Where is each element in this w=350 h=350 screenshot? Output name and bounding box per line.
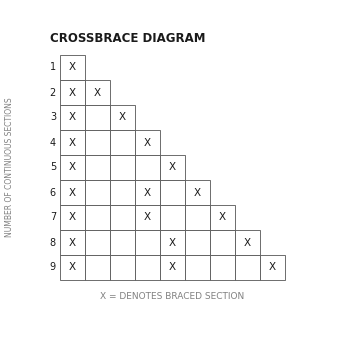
Bar: [110, 180, 135, 205]
Bar: [160, 180, 185, 205]
Bar: [60, 155, 85, 180]
Bar: [210, 230, 235, 255]
Text: 6: 6: [50, 188, 56, 197]
Bar: [185, 205, 210, 230]
Bar: [60, 255, 85, 280]
Bar: [135, 130, 160, 155]
Text: 2: 2: [50, 88, 56, 98]
Bar: [235, 255, 260, 280]
Text: 5: 5: [50, 162, 56, 173]
Text: X: X: [144, 188, 151, 197]
Text: X: X: [69, 138, 76, 147]
Bar: [135, 255, 160, 280]
Bar: [160, 255, 185, 280]
Text: X: X: [169, 238, 176, 247]
Text: X: X: [119, 112, 126, 122]
Bar: [160, 230, 185, 255]
Bar: [85, 205, 110, 230]
Text: X: X: [219, 212, 226, 223]
Text: X: X: [69, 238, 76, 247]
Text: 8: 8: [50, 238, 56, 247]
Bar: [210, 205, 235, 230]
Bar: [60, 105, 85, 130]
Text: X: X: [244, 238, 251, 247]
Bar: [60, 130, 85, 155]
Bar: [60, 55, 85, 80]
Text: X: X: [69, 212, 76, 223]
Bar: [110, 230, 135, 255]
Text: X: X: [69, 112, 76, 122]
Bar: [85, 255, 110, 280]
Bar: [185, 230, 210, 255]
Bar: [110, 255, 135, 280]
Text: 9: 9: [50, 262, 56, 273]
Bar: [60, 205, 85, 230]
Bar: [60, 180, 85, 205]
Bar: [60, 230, 85, 255]
Bar: [110, 155, 135, 180]
Text: X: X: [169, 262, 176, 273]
Text: X = DENOTES BRACED SECTION: X = DENOTES BRACED SECTION: [100, 292, 245, 301]
Bar: [85, 155, 110, 180]
Bar: [85, 105, 110, 130]
Text: X: X: [169, 162, 176, 173]
Text: 7: 7: [50, 212, 56, 223]
Text: X: X: [144, 138, 151, 147]
Text: X: X: [69, 188, 76, 197]
Text: X: X: [69, 63, 76, 72]
Text: 4: 4: [50, 138, 56, 147]
Text: 1: 1: [50, 63, 56, 72]
Bar: [160, 205, 185, 230]
Bar: [260, 255, 285, 280]
Bar: [85, 230, 110, 255]
Bar: [110, 105, 135, 130]
Bar: [235, 230, 260, 255]
Text: 3: 3: [50, 112, 56, 122]
Text: X: X: [69, 88, 76, 98]
Text: X: X: [144, 212, 151, 223]
Bar: [185, 180, 210, 205]
Bar: [110, 130, 135, 155]
Text: X: X: [94, 88, 101, 98]
Bar: [60, 80, 85, 105]
Text: CROSSBRACE DIAGRAM: CROSSBRACE DIAGRAM: [50, 32, 205, 45]
Bar: [185, 255, 210, 280]
Text: NUMBER OF CONTINUOUS SECTIONS: NUMBER OF CONTINUOUS SECTIONS: [6, 98, 14, 237]
Bar: [110, 205, 135, 230]
Bar: [135, 205, 160, 230]
Text: X: X: [69, 262, 76, 273]
Bar: [85, 80, 110, 105]
Bar: [160, 155, 185, 180]
Bar: [210, 255, 235, 280]
Bar: [135, 180, 160, 205]
Text: X: X: [269, 262, 276, 273]
Bar: [85, 180, 110, 205]
Bar: [135, 155, 160, 180]
Text: X: X: [194, 188, 201, 197]
Text: X: X: [69, 162, 76, 173]
Bar: [135, 230, 160, 255]
Bar: [85, 130, 110, 155]
